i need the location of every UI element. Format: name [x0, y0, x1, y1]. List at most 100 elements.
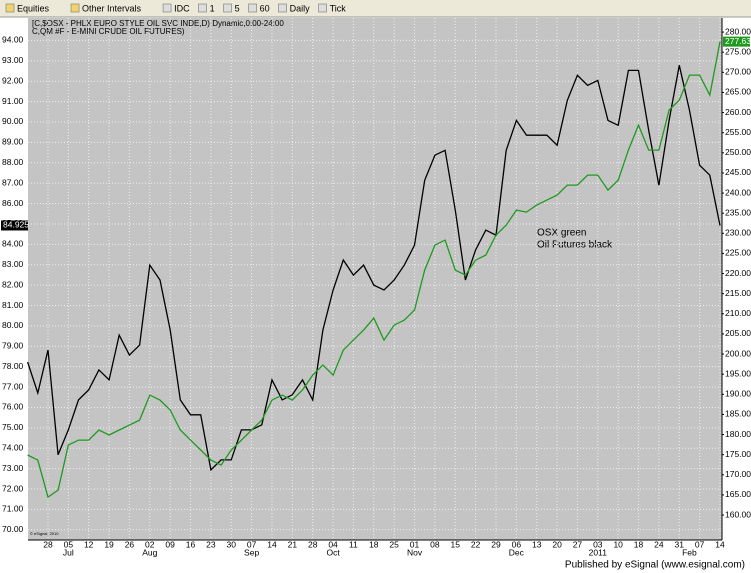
- y2-tick-label: 250.00: [725, 147, 751, 157]
- x-tick-label: 11: [349, 539, 358, 549]
- y-tick-label: 79.00: [2, 341, 24, 351]
- x-tick-label: 14: [267, 539, 277, 549]
- y2-tick-label: 185.00: [725, 409, 751, 419]
- x-tick-label: 07: [247, 539, 257, 549]
- y2-tick-label: 200.00: [725, 348, 751, 358]
- x-tick-label: 27: [573, 539, 583, 549]
- series-line: [26, 65, 721, 472]
- y2-tick-label: 215.00: [725, 288, 751, 298]
- toolbar-icon[interactable]: [248, 3, 257, 13]
- toolbar-icon[interactable]: [278, 3, 287, 13]
- x-tick-label: 22: [471, 539, 481, 549]
- x-group-label: Aug: [142, 547, 157, 557]
- annotation: OSX green: [537, 228, 586, 239]
- x-tick-label: 14: [715, 539, 725, 549]
- toolbar-button[interactable]: IDC: [174, 3, 190, 13]
- x-tick-label: 23: [206, 539, 216, 549]
- y-tick-label: 91.00: [2, 96, 24, 106]
- x-tick-label: 01: [410, 539, 420, 549]
- x-tick-label: 31: [675, 539, 685, 549]
- y-tick-label: 88.00: [2, 157, 24, 167]
- x-group-label: Oct: [326, 547, 340, 557]
- y-tick-label: 84.00: [2, 239, 24, 249]
- y-tick-label: 77.00: [2, 381, 24, 391]
- last-value-box: [1, 220, 28, 231]
- y2-tick-label: 170.00: [725, 469, 751, 479]
- y2-tick-label: 165.00: [725, 489, 751, 499]
- x-group-label: Dec: [509, 547, 525, 557]
- header-line: [C,$OSX - PHLX EURO STYLE OIL SVC INDE,D…: [32, 19, 284, 28]
- toolbar-button[interactable]: Tick: [330, 3, 347, 13]
- y2-tick-label: 175.00: [725, 449, 751, 459]
- y-tick-label: 86.00: [2, 198, 24, 208]
- header-line: C,QM #F - E-MINI CRUDE OIL FUTURES): [32, 27, 185, 36]
- x-tick-label: 28: [308, 539, 318, 549]
- plot-area: [28, 18, 722, 540]
- x-tick-label: 09: [165, 539, 175, 549]
- y2-tick-label: 225.00: [725, 248, 751, 258]
- y2-tick-label: 260.00: [725, 107, 751, 117]
- x-group-label: Jul: [63, 547, 74, 557]
- x-tick-label: 29: [491, 539, 501, 549]
- x-tick-label: 18: [369, 539, 379, 549]
- y2-tick-label: 210.00: [725, 308, 751, 318]
- y2-tick-label: 280.00: [725, 26, 751, 36]
- y-tick-label: 72.00: [2, 483, 24, 493]
- last-value-box: [723, 36, 750, 47]
- last-value-label: 277.63: [725, 36, 751, 46]
- x-tick-label: 06: [512, 539, 522, 549]
- y2-tick-label: 160.00: [725, 509, 751, 519]
- toolbar-button[interactable]: Other Intervals: [82, 3, 142, 13]
- y-tick-label: 93.00: [2, 55, 24, 65]
- x-tick-label: 10: [613, 539, 623, 549]
- x-tick-label: 13: [532, 539, 542, 549]
- y-tick-label: 82.00: [2, 279, 24, 289]
- toolbar-button[interactable]: 5: [235, 3, 240, 13]
- x-tick-label: 19: [104, 539, 114, 549]
- x-tick-label: 28: [43, 539, 53, 549]
- toolbar-icon[interactable]: [70, 3, 80, 13]
- y2-tick-label: 230.00: [725, 228, 751, 238]
- y2-tick-label: 275.00: [725, 46, 751, 56]
- x-tick-label: 25: [389, 539, 399, 549]
- y2-tick-label: 245.00: [725, 167, 751, 177]
- footer: Published by eSignal (www.esignal.com): [565, 560, 745, 571]
- toolbar-button[interactable]: 1: [210, 3, 215, 13]
- x-tick-label: 26: [125, 539, 135, 549]
- y2-tick-label: 205.00: [725, 328, 751, 338]
- toolbar-icon[interactable]: [5, 3, 15, 13]
- y-tick-label: 78.00: [2, 361, 24, 371]
- x-tick-label: 20: [552, 539, 562, 549]
- y2-tick-label: 190.00: [725, 389, 751, 399]
- copyright: © eSignal, 2010: [30, 531, 59, 536]
- y2-tick-label: 270.00: [725, 67, 751, 77]
- toolbar-button[interactable]: Equities: [17, 3, 50, 13]
- x-group-label: 2011: [589, 547, 608, 557]
- x-group-label: Feb: [682, 547, 697, 557]
- y2-tick-label: 235.00: [725, 207, 751, 217]
- y2-tick-label: 180.00: [725, 429, 751, 439]
- y-tick-label: 76.00: [2, 402, 24, 412]
- x-tick-label: 04: [328, 539, 338, 549]
- toolbar-button[interactable]: 60: [260, 3, 270, 13]
- toolbar-icon[interactable]: [318, 3, 327, 13]
- x-group-label: Sep: [244, 547, 259, 557]
- x-tick-label: 03: [593, 539, 603, 549]
- y-tick-label: 89.00: [2, 137, 24, 147]
- x-tick-label: 05: [64, 539, 74, 549]
- y2-tick-label: 195.00: [725, 368, 751, 378]
- x-tick-label: 18: [634, 539, 644, 549]
- toolbar-icon[interactable]: [223, 3, 232, 13]
- x-tick-label: 02: [145, 539, 155, 549]
- y2-tick-label: 255.00: [725, 127, 751, 137]
- x-tick-label: 30: [227, 539, 237, 549]
- y-tick-label: 90.00: [2, 116, 24, 126]
- toolbar-icon[interactable]: [162, 3, 172, 13]
- toolbar-icon[interactable]: [198, 3, 207, 13]
- y-tick-label: 81.00: [2, 300, 24, 310]
- last-value-label: 84.925: [3, 220, 29, 230]
- toolbar-button[interactable]: Daily: [290, 3, 311, 13]
- x-tick-label: 07: [695, 539, 705, 549]
- y-tick-label: 83.00: [2, 259, 24, 269]
